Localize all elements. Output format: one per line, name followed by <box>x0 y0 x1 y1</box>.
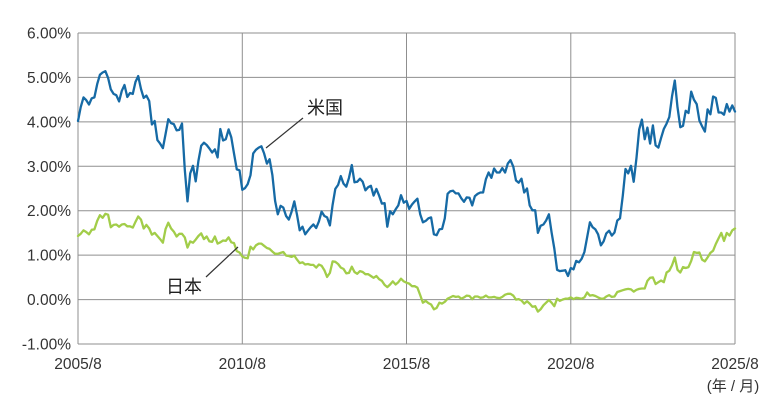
series-layer <box>76 70 737 313</box>
annotation-leader-us <box>265 117 304 149</box>
y-tick-label: 4.00% <box>27 114 71 131</box>
y-tick-label: 0.00% <box>27 292 71 309</box>
y-tick-label: 5.00% <box>27 70 71 87</box>
series-line-us <box>76 70 737 278</box>
series-label-us: 米国 <box>307 98 343 118</box>
x-axis-unit-label: (年 / 月) <box>707 378 760 395</box>
y-tick-label: 2.00% <box>27 203 71 220</box>
x-tick-label: 2010/8 <box>219 356 266 373</box>
x-tick-label: 2020/8 <box>547 356 594 373</box>
y-tick-label: 3.00% <box>27 159 71 176</box>
y-tick-label: 6.00% <box>27 26 71 43</box>
annotation-leader-japan <box>205 246 239 278</box>
axis-labels-layer: 6.00% 5.00% 4.00% 3.00% 2.00% 1.00% 0.00% -1.00… <box>22 26 759 396</box>
y-tick-label: -1.00% <box>22 337 71 354</box>
x-tick-label: 2015/8 <box>383 356 430 373</box>
x-tick-label: 2005/8 <box>54 356 101 373</box>
series-line-japan <box>76 212 737 313</box>
y-tick-label: 1.00% <box>27 248 71 265</box>
grid-layer <box>77 32 736 345</box>
x-tick-label: 2025/8 <box>711 356 758 373</box>
series-label-japan: 日本 <box>166 277 202 297</box>
